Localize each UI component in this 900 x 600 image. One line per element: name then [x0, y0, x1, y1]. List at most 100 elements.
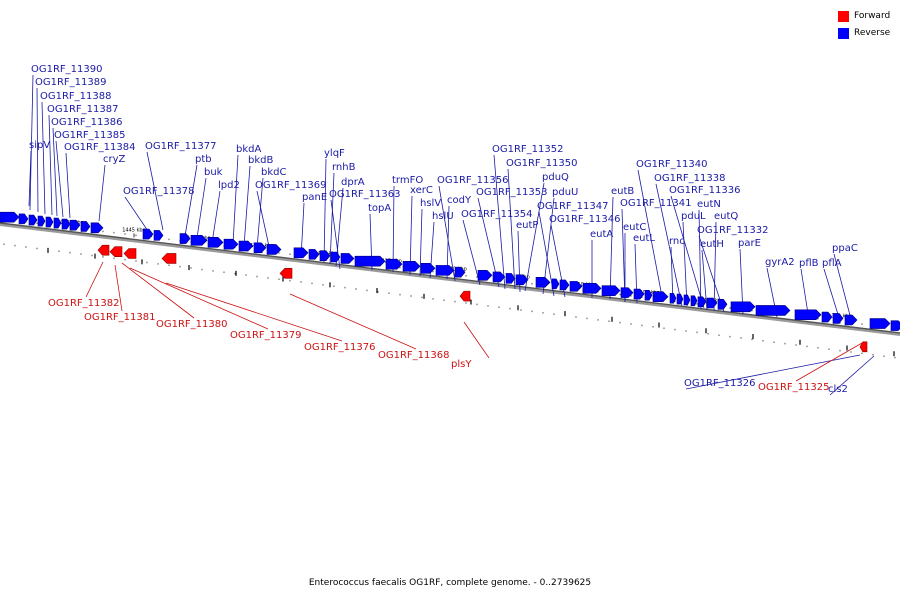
reverse-gene-label[interactable]: eutQ	[714, 211, 738, 222]
forward-gene-arrow[interactable]	[97, 244, 110, 256]
forward-gene-label[interactable]: OG1RF_11325	[758, 382, 830, 393]
reverse-gene-label[interactable]: cryZ	[103, 154, 126, 165]
reverse-gene-label[interactable]: OG1RF_11363	[329, 189, 401, 200]
forward-gene-arrow[interactable]	[859, 341, 868, 353]
reverse-gene-arrow[interactable]	[644, 289, 653, 301]
reverse-gene-arrow[interactable]	[832, 313, 844, 324]
reverse-gene-label[interactable]: OG1RF_11386	[51, 117, 123, 128]
reverse-gene-arrow[interactable]	[697, 296, 707, 308]
reverse-gene-label[interactable]: eutA	[590, 229, 613, 240]
reverse-gene-label[interactable]: OG1RF_11390	[31, 64, 103, 75]
reverse-gene-label[interactable]: ylqF	[324, 148, 345, 159]
reverse-gene-label[interactable]: OG1RF_11350	[506, 158, 578, 169]
reverse-gene-arrow[interactable]	[253, 242, 267, 254]
reverse-gene-label[interactable]: OG1RF_11384	[64, 142, 136, 153]
reverse-gene-arrow[interactable]	[454, 266, 466, 278]
reverse-gene-arrow[interactable]	[821, 311, 833, 323]
reverse-gene-label[interactable]: pduU	[552, 187, 578, 198]
reverse-gene-label[interactable]: rnhB	[332, 162, 356, 173]
reverse-gene-label[interactable]: OG1RF_11389	[35, 77, 107, 88]
forward-gene-arrow[interactable]	[279, 268, 293, 279]
reverse-gene-label[interactable]: OG1RF_11352	[492, 144, 564, 155]
reverse-gene-arrow[interactable]	[794, 309, 822, 321]
reverse-gene-label[interactable]: OG1RF_11340	[636, 159, 708, 170]
reverse-gene-arrow[interactable]	[535, 277, 551, 288]
reverse-gene-arrow[interactable]	[477, 269, 493, 281]
reverse-gene-label[interactable]: eutP	[516, 220, 538, 231]
reverse-gene-label[interactable]: panE	[302, 192, 327, 203]
reverse-gene-label[interactable]: bkdB	[248, 155, 273, 166]
reverse-gene-arrow[interactable]	[730, 301, 756, 313]
reverse-gene-arrow[interactable]	[142, 228, 154, 240]
reverse-gene-arrow[interactable]	[179, 233, 191, 244]
reverse-gene-label[interactable]: eutB	[611, 186, 634, 197]
forward-gene-arrow[interactable]	[123, 248, 137, 259]
reverse-gene-label[interactable]: OG1RF_11336	[669, 185, 741, 196]
forward-gene-label[interactable]: OG1RF_11380	[156, 319, 228, 330]
reverse-gene-label[interactable]: ppaC	[832, 243, 858, 254]
reverse-gene-arrow[interactable]	[28, 214, 38, 226]
reverse-gene-arrow[interactable]	[755, 305, 791, 316]
reverse-gene-label[interactable]: buk	[204, 167, 223, 178]
reverse-gene-arrow[interactable]	[207, 237, 224, 248]
reverse-gene-arrow[interactable]	[308, 249, 320, 260]
reverse-gene-label[interactable]: gyrA2	[765, 257, 795, 268]
reverse-gene-arrow[interactable]	[890, 320, 900, 331]
reverse-gene-label[interactable]: OG1RF_11332	[697, 225, 769, 236]
reverse-gene-label[interactable]: bkdA	[236, 144, 261, 155]
reverse-gene-label[interactable]: OG1RF_11378	[123, 186, 195, 197]
forward-gene-label[interactable]: OG1RF_11368	[378, 350, 450, 361]
reverse-gene-arrow[interactable]	[80, 221, 91, 232]
reverse-gene-arrow[interactable]	[354, 255, 386, 267]
reverse-gene-label[interactable]: OG1RF_11341	[620, 198, 692, 209]
forward-gene-label[interactable]: OG1RF_11381	[84, 312, 156, 323]
reverse-gene-label[interactable]: topA	[368, 203, 391, 214]
reverse-gene-label[interactable]: xerC	[410, 185, 433, 196]
reverse-gene-arrow[interactable]	[690, 295, 698, 307]
reverse-gene-label[interactable]: eutL	[633, 233, 655, 244]
reverse-gene-arrow[interactable]	[238, 240, 254, 252]
reverse-gene-label[interactable]: OG1RF_11347	[537, 201, 609, 212]
forward-gene-arrow[interactable]	[161, 253, 177, 264]
reverse-gene-arrow[interactable]	[492, 271, 506, 283]
reverse-gene-label[interactable]: eutN	[697, 199, 721, 210]
reverse-gene-arrow[interactable]	[652, 291, 669, 303]
reverse-gene-label[interactable]: eutH	[700, 239, 724, 250]
reverse-gene-arrow[interactable]	[515, 274, 529, 286]
reverse-gene-arrow[interactable]	[0, 211, 20, 223]
reverse-gene-label[interactable]: OG1RF_11356	[437, 175, 509, 186]
reverse-gene-label[interactable]: trmFO	[392, 175, 423, 186]
reverse-gene-label[interactable]: ptb	[195, 154, 212, 165]
reverse-gene-arrow[interactable]	[61, 218, 71, 230]
reverse-gene-arrow[interactable]	[340, 253, 355, 264]
reverse-gene-label[interactable]: sipV	[29, 140, 50, 151]
reverse-gene-arrow[interactable]	[223, 238, 239, 250]
forward-gene-label[interactable]: plsY	[451, 359, 472, 370]
reverse-gene-label[interactable]: pduQ	[542, 172, 569, 183]
reverse-gene-arrow[interactable]	[706, 297, 718, 309]
reverse-gene-arrow[interactable]	[385, 258, 403, 270]
reverse-gene-label[interactable]: dprA	[341, 177, 365, 188]
reverse-gene-label[interactable]: OG1RF_11387	[47, 104, 119, 115]
reverse-gene-arrow[interactable]	[435, 265, 455, 276]
reverse-gene-arrow[interactable]	[45, 216, 54, 228]
reverse-gene-arrow[interactable]	[569, 281, 583, 292]
reverse-gene-arrow[interactable]	[683, 294, 691, 306]
reverse-gene-arrow[interactable]	[293, 247, 309, 259]
reverse-gene-arrow[interactable]	[402, 260, 421, 272]
reverse-gene-arrow[interactable]	[869, 318, 891, 329]
reverse-gene-label[interactable]: OG1RF_11338	[654, 173, 726, 184]
reverse-gene-label[interactable]: codY	[447, 195, 472, 206]
reverse-gene-label[interactable]: OG1RF_11346	[549, 214, 621, 225]
reverse-gene-arrow[interactable]	[53, 217, 62, 229]
reverse-gene-arrow[interactable]	[633, 288, 645, 300]
reverse-gene-arrow[interactable]	[90, 222, 104, 234]
reverse-gene-arrow[interactable]	[420, 263, 436, 274]
reverse-gene-arrow[interactable]	[319, 250, 331, 262]
reverse-gene-arrow[interactable]	[266, 244, 282, 255]
reverse-gene-arrow[interactable]	[551, 278, 560, 290]
forward-gene-label[interactable]: OG1RF_11382	[48, 298, 120, 309]
reverse-gene-label[interactable]: hslV	[420, 198, 441, 209]
forward-gene-arrow[interactable]	[459, 290, 471, 302]
forward-gene-arrow[interactable]	[109, 246, 123, 258]
